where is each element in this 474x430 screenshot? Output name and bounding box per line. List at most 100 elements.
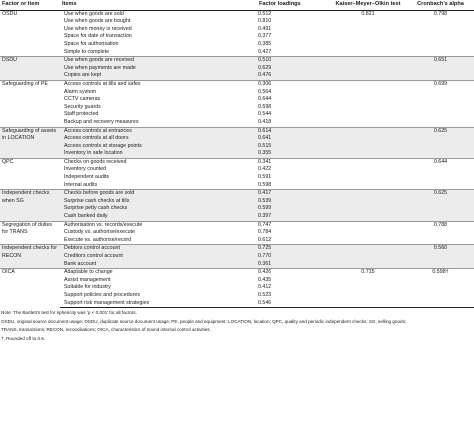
table-row: Inventory in safe location 0.355 xyxy=(0,150,474,159)
factor-name: DSDU xyxy=(0,56,60,81)
kmo-value xyxy=(329,299,407,309)
factor-group: OSDU Use when goods are sold 0.512 0.821 0.7… xyxy=(0,9,474,57)
factor-loading: 0.810 xyxy=(256,18,329,26)
table-row: Backup and recovery measures 0.418 xyxy=(0,118,474,127)
cronbach-alpha-value: 0.798 xyxy=(407,9,474,19)
cronbach-alpha-value: 0.560 xyxy=(407,244,474,253)
cronbach-alpha-value: 0.625 xyxy=(407,126,474,136)
kmo-value xyxy=(329,229,407,237)
factor-name: Independent checks for RECON xyxy=(0,244,60,269)
kmo-value xyxy=(329,18,407,26)
kmo-value xyxy=(329,220,407,230)
factor-loading: 0.491 xyxy=(256,25,329,34)
factor-loading: 0.397 xyxy=(256,213,329,222)
factor-group: Independent checks for RECON Debtors cont… xyxy=(0,244,474,269)
kmo-value xyxy=(329,96,407,104)
kmo-value xyxy=(329,142,407,151)
cronbach-alpha-value xyxy=(407,103,474,112)
cronbach-alpha-value xyxy=(407,166,474,175)
cronbach-alpha-value xyxy=(407,260,474,269)
header-kmo: Kaiser–Meyer–Olkin test xyxy=(329,0,407,11)
table-row: Support policies and procedures 0.523 xyxy=(0,291,474,300)
factor-loading: 0.427 xyxy=(256,48,329,57)
cronbach-alpha-value xyxy=(407,174,474,182)
item-label: Checks on goods received xyxy=(60,157,256,167)
cronbach-alpha-value xyxy=(407,96,474,104)
cronbach-alpha-value xyxy=(407,33,474,41)
item-label: Execute vs. authorise/record xyxy=(60,236,256,245)
cronbach-alpha-value: 0.788 xyxy=(407,220,474,230)
factor-loading: 0.355 xyxy=(256,150,329,159)
table-row: Independent audits 0.591 xyxy=(0,174,474,182)
factor-loading: 0.614 xyxy=(256,126,329,136)
item-label: Simple to complete xyxy=(60,48,256,57)
factor-group: Independent checks when SG Checks before … xyxy=(0,189,474,222)
factor-loading: 0.426 xyxy=(256,268,329,277)
cronbach-alpha-value xyxy=(407,284,474,292)
factor-loading: 0.512 xyxy=(256,9,329,19)
item-label: Support risk management strategies xyxy=(60,299,256,309)
cronbach-alpha-value xyxy=(407,64,474,73)
table-row: Inventory counted 0.422 xyxy=(0,166,474,175)
kmo-value xyxy=(329,56,407,65)
table-row: Security guards 0.598 xyxy=(0,103,474,112)
factor-loading: 0.539 xyxy=(256,197,329,206)
item-label: Creditors control account xyxy=(60,253,256,261)
cronbach-alpha-value xyxy=(407,150,474,159)
factor-group: Safeguarding of PE Access controls at til… xyxy=(0,79,474,127)
table-row: Assist management 0.435 xyxy=(0,276,474,285)
factor-name: Safeguarding of assets in LOCATION xyxy=(0,126,60,159)
kmo-value xyxy=(329,181,407,190)
header-factor: Factor or item xyxy=(0,0,60,11)
header-items: Items xyxy=(60,0,256,11)
cronbach-alpha-value xyxy=(407,48,474,57)
table-row: DSDU Use when goods are received 0.510 0.65… xyxy=(0,56,474,81)
item-label: Cash banked daily xyxy=(60,213,256,222)
kmo-value xyxy=(329,111,407,119)
factor-name: Independent checks when SG xyxy=(0,189,60,222)
factor-loading: 0.510 xyxy=(256,56,329,65)
factor-loading: 0.770 xyxy=(256,253,329,261)
item-label: Suitable for industry xyxy=(60,284,256,292)
table-notes: Note: The Bartlett’s test for sphericity… xyxy=(0,310,474,342)
kmo-value xyxy=(329,166,407,175)
item-label: Use when goods are bought xyxy=(60,18,256,26)
note-line: TRANS, transactions; RECON, reconciliati… xyxy=(1,327,211,333)
cronbach-alpha-value xyxy=(407,40,474,49)
cronbach-alpha-value xyxy=(407,111,474,119)
item-label: Independent audits xyxy=(60,174,256,182)
item-label: Internal audits xyxy=(60,181,256,190)
factor-loading: 0.747 xyxy=(256,220,329,230)
table-row: Custody vs. authorise/execute 0.784 xyxy=(0,229,474,237)
factor-loading: 0.341 xyxy=(256,157,329,167)
item-label: Access controls at all doors xyxy=(60,135,256,143)
cronbach-alpha-value xyxy=(407,72,474,81)
kmo-value xyxy=(329,189,407,198)
table-row: Surprise cash checks at tills 0.539 xyxy=(0,197,474,206)
table-row: Support risk management strategies 0.546 xyxy=(0,299,474,309)
kmo-value xyxy=(329,291,407,300)
factor-loading: 0.612 xyxy=(256,236,329,245)
table-row: Access controls at all doors 0.641 xyxy=(0,135,474,143)
table-row: Surprise petty cash checks 0.599 xyxy=(0,205,474,214)
cronbach-alpha-value: 0.644 xyxy=(407,157,474,167)
factor-loading: 0.641 xyxy=(256,135,329,143)
factor-loading: 0.564 xyxy=(256,88,329,97)
factor-name: Segregation of duties for TRANS xyxy=(0,220,60,245)
item-label: Checks before goods are sold xyxy=(60,189,256,198)
header-loadings: Factor loadings xyxy=(256,0,329,11)
table-row: Copies are kept 0.476 xyxy=(0,72,474,81)
table-row: Safeguarding of PE Access controls at til… xyxy=(0,79,474,127)
item-label: Bank account xyxy=(60,260,256,269)
kmo-value xyxy=(329,25,407,34)
item-label: CCTV cameras xyxy=(60,96,256,104)
table-row: Staff protected 0.544 xyxy=(0,111,474,119)
cronbach-alpha-value: 0.625 xyxy=(407,189,474,198)
item-label: Authorisation vs. records/execute xyxy=(60,220,256,230)
note-line: Note: The Bartlett’s test for sphericity… xyxy=(1,310,137,316)
table-row: Simple to complete 0.427 xyxy=(0,48,474,57)
kmo-value: 0.715 xyxy=(329,268,407,277)
table-row: Suitable for industry 0.412 xyxy=(0,284,474,292)
cronbach-alpha-value xyxy=(407,276,474,285)
